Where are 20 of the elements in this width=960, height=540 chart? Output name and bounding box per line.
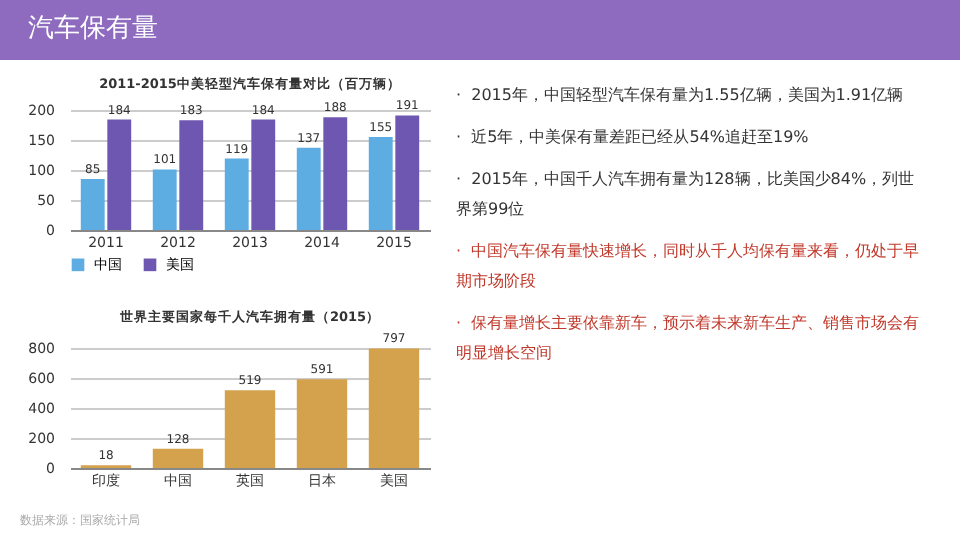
bar bbox=[152, 448, 204, 468]
bar bbox=[296, 379, 348, 468]
bar bbox=[323, 117, 348, 230]
bar bbox=[368, 137, 393, 230]
text: · 中国汽车保有量快速增长，同时从千人均保有量来看，仍处于早期市场阶段 bbox=[456, 240, 922, 294]
bar bbox=[152, 169, 177, 230]
bar bbox=[395, 115, 420, 230]
bar bbox=[368, 348, 420, 468]
bar bbox=[296, 147, 321, 230]
bar bbox=[224, 158, 249, 230]
text: · 近5年，中美保有量差距已经从54%追赶至19% bbox=[456, 126, 811, 150]
text: · 2015年，中国轻型汽车保有量为1.55亿辆，美国为1.91亿辆 bbox=[456, 84, 906, 108]
bar bbox=[179, 120, 204, 230]
bar bbox=[224, 390, 276, 468]
bar bbox=[80, 179, 105, 230]
text: · 保有量增长主要依靠新车，预示着未来新车生产、销售市场会有明显增长空间 bbox=[456, 312, 922, 366]
text: · 2015年，中国千人汽车拥有量为128辆，比美国少84%，列世界第99位 bbox=[456, 168, 917, 222]
bar bbox=[251, 119, 276, 230]
text: 汽车保有量 bbox=[0, 0, 960, 60]
bar bbox=[107, 119, 132, 230]
